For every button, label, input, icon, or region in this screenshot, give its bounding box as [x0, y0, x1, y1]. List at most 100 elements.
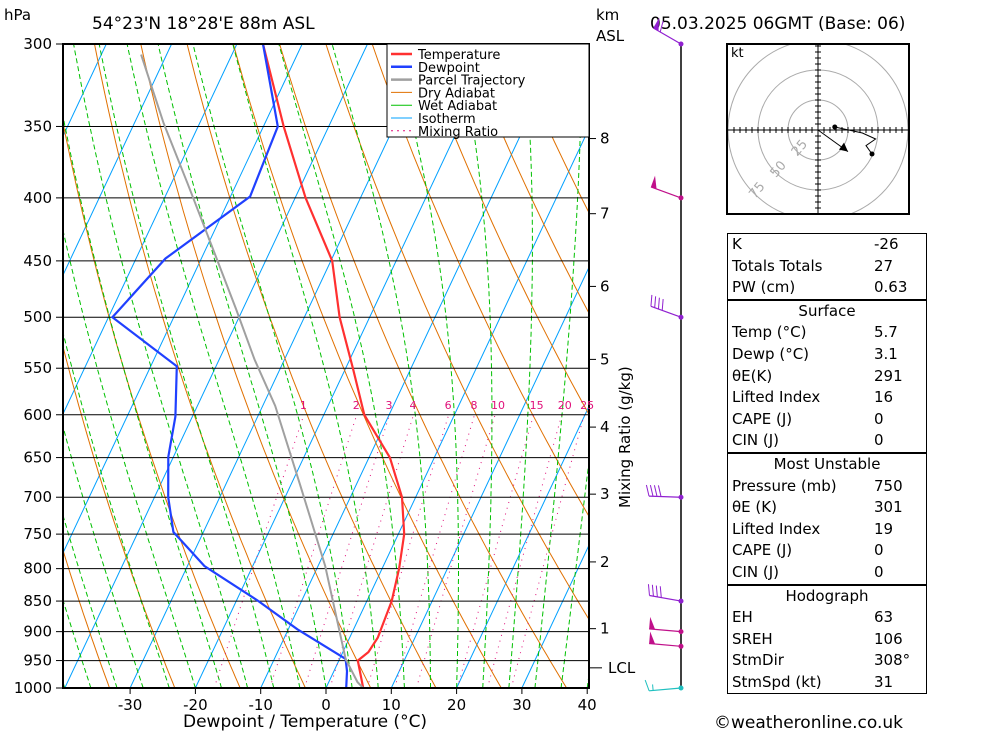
index-value: 5.7 [874, 323, 898, 342]
index-value: 0.63 [874, 278, 908, 297]
pressure-unit-label: hPa [4, 6, 31, 24]
wet-adiabat-line [613, 44, 716, 688]
index-row: SREH 106 [728, 629, 926, 651]
km-tick-label: 2 [600, 553, 610, 571]
x-tick-label: 10 [382, 696, 401, 714]
section-title: Most Unstable [773, 454, 881, 473]
wet-adiabat-line [458, 44, 493, 688]
index-value: 0 [874, 409, 884, 428]
wind-barb-feather [645, 484, 650, 497]
isotherm-line [194, 44, 499, 688]
wind-barb-shaft [649, 594, 682, 602]
pressure-tick-label: 450 [23, 252, 52, 270]
legend-label: Wet Adiabat [418, 99, 497, 114]
index-value: 27 [874, 256, 894, 275]
index-value: 31 [874, 672, 894, 691]
isotherm-line [64, 44, 368, 688]
index-row: CAPE (J) 0 [728, 409, 926, 431]
wind-barb-flag [653, 17, 660, 31]
index-row: CAPE (J) 0 [728, 540, 926, 562]
mixing-ratio-label: 6 [445, 399, 452, 412]
wind-barb-feather [653, 485, 658, 497]
x-tick-label: -30 [118, 696, 143, 714]
mixing-ratio-line [366, 414, 450, 688]
asl-unit-label: ASL [596, 27, 625, 45]
isotherm-line [260, 44, 564, 688]
mixing-ratio-line [510, 414, 585, 688]
wet-adiabat-line [560, 456, 589, 688]
wind-barb-shaft [650, 305, 682, 318]
index-row: StmDir 308° [728, 650, 926, 672]
wind-barb-feather [644, 679, 650, 691]
x-tick-label: -20 [183, 696, 208, 714]
pressure-tick-label: 400 [23, 189, 52, 207]
isotherm-line [521, 544, 589, 688]
axes: -30 -20 -10 0 10 20 30 40 8 7 6 5 4 3 2 1 LCL [118, 44, 636, 714]
index-row: PW (cm) 0.63 [728, 277, 926, 299]
mixing-ratio-lines: 1 2 3 4 6 8 10 15 20 25 [300, 399, 594, 412]
pressure-tick-label: 500 [23, 308, 52, 326]
wet-adiabat-line [392, 44, 459, 688]
wind-barb-flag [649, 616, 656, 630]
pressure-tick-label: 650 [23, 449, 52, 467]
hodograph-units: kt [731, 46, 744, 61]
index-value: 0 [874, 562, 884, 581]
km-tick-label: 4 [600, 418, 610, 436]
index-value: 308° [874, 651, 911, 670]
km-tick-label: 3 [600, 485, 610, 503]
isotherm-line [325, 127, 589, 688]
mixing-ratio-label: 10 [491, 399, 505, 412]
wind-barb-flag [649, 631, 656, 645]
wind-barb-feather [661, 298, 664, 311]
dry-adiabat-line [279, 44, 568, 688]
isotherm-line [63, 44, 173, 277]
index-label: CAPE (J) [732, 541, 793, 560]
indices-table: K -26 Totals Totals 27 PW (cm) 0.63 Surface Te… [727, 233, 927, 695]
legend-label: Parcel Trajectory [418, 74, 526, 89]
dry-adiabat-line [232, 44, 502, 688]
index-label: CAPE (J) [732, 409, 793, 428]
index-row: Pressure (mb) 750 [728, 476, 926, 498]
isotherm-line [63, 44, 107, 138]
index-row: CIN (J) 0 [728, 562, 926, 584]
dewpoint-line [110, 44, 349, 688]
x-tick-label: 0 [321, 696, 331, 714]
km-unit-label: km [596, 6, 619, 24]
index-value: 19 [874, 519, 894, 538]
wind-barb-feather [650, 294, 653, 307]
storm-motion-arrowhead [839, 142, 848, 152]
mixing-ratio-axis-label: Mixing Ratio (g/kg) [616, 366, 634, 508]
index-row: θE(K) 291 [728, 366, 926, 388]
wind-barb-feather [647, 584, 650, 596]
mixing-ratio-label: 2 [353, 399, 360, 412]
section-title: Surface [798, 301, 856, 320]
index-label: Totals Totals [732, 256, 823, 275]
index-label: Dewp (°C) [732, 344, 810, 363]
mixing-ratio-label: 20 [558, 399, 572, 412]
index-row: StmSpd (kt) 31 [728, 672, 926, 694]
wind-barb-feather [657, 485, 662, 497]
indices-surface: Surface Temp (°C) 5.7 Dewp (°C) 3.1 θE(K) 291 L… [728, 298, 926, 452]
index-row: Lifted Index 19 [728, 519, 926, 541]
x-axis-label: Dewpoint / Temperature (°C) [183, 712, 427, 732]
wind-barb-feather [655, 585, 658, 597]
location-title: 54°23'N 18°28'E 88m ASL [92, 14, 315, 34]
wind-barb-feather [659, 20, 664, 33]
credit[interactable]: ©weatheronline.co.uk [714, 713, 903, 733]
index-value: 0 [874, 431, 884, 450]
x-tick-label: 20 [447, 696, 466, 714]
mixing-ratio-label: 8 [471, 399, 478, 412]
index-value: 0 [874, 541, 884, 560]
index-row: Temp (°C) 5.7 [728, 322, 926, 344]
pressure-tick-label: 750 [23, 525, 52, 543]
isotherm-line [456, 405, 589, 688]
mixing-ratio-label: 15 [530, 399, 544, 412]
index-label: Pressure (mb) [732, 476, 837, 495]
index-label: Temp (°C) [732, 323, 807, 342]
hodograph-trace [834, 126, 877, 155]
pressure-tick-label: 1000 [14, 679, 52, 697]
indices-most-unstable: Most Unstable Pressure (mb) 750 θE (K) 301 Li… [728, 451, 926, 584]
index-label: EH [732, 608, 753, 627]
